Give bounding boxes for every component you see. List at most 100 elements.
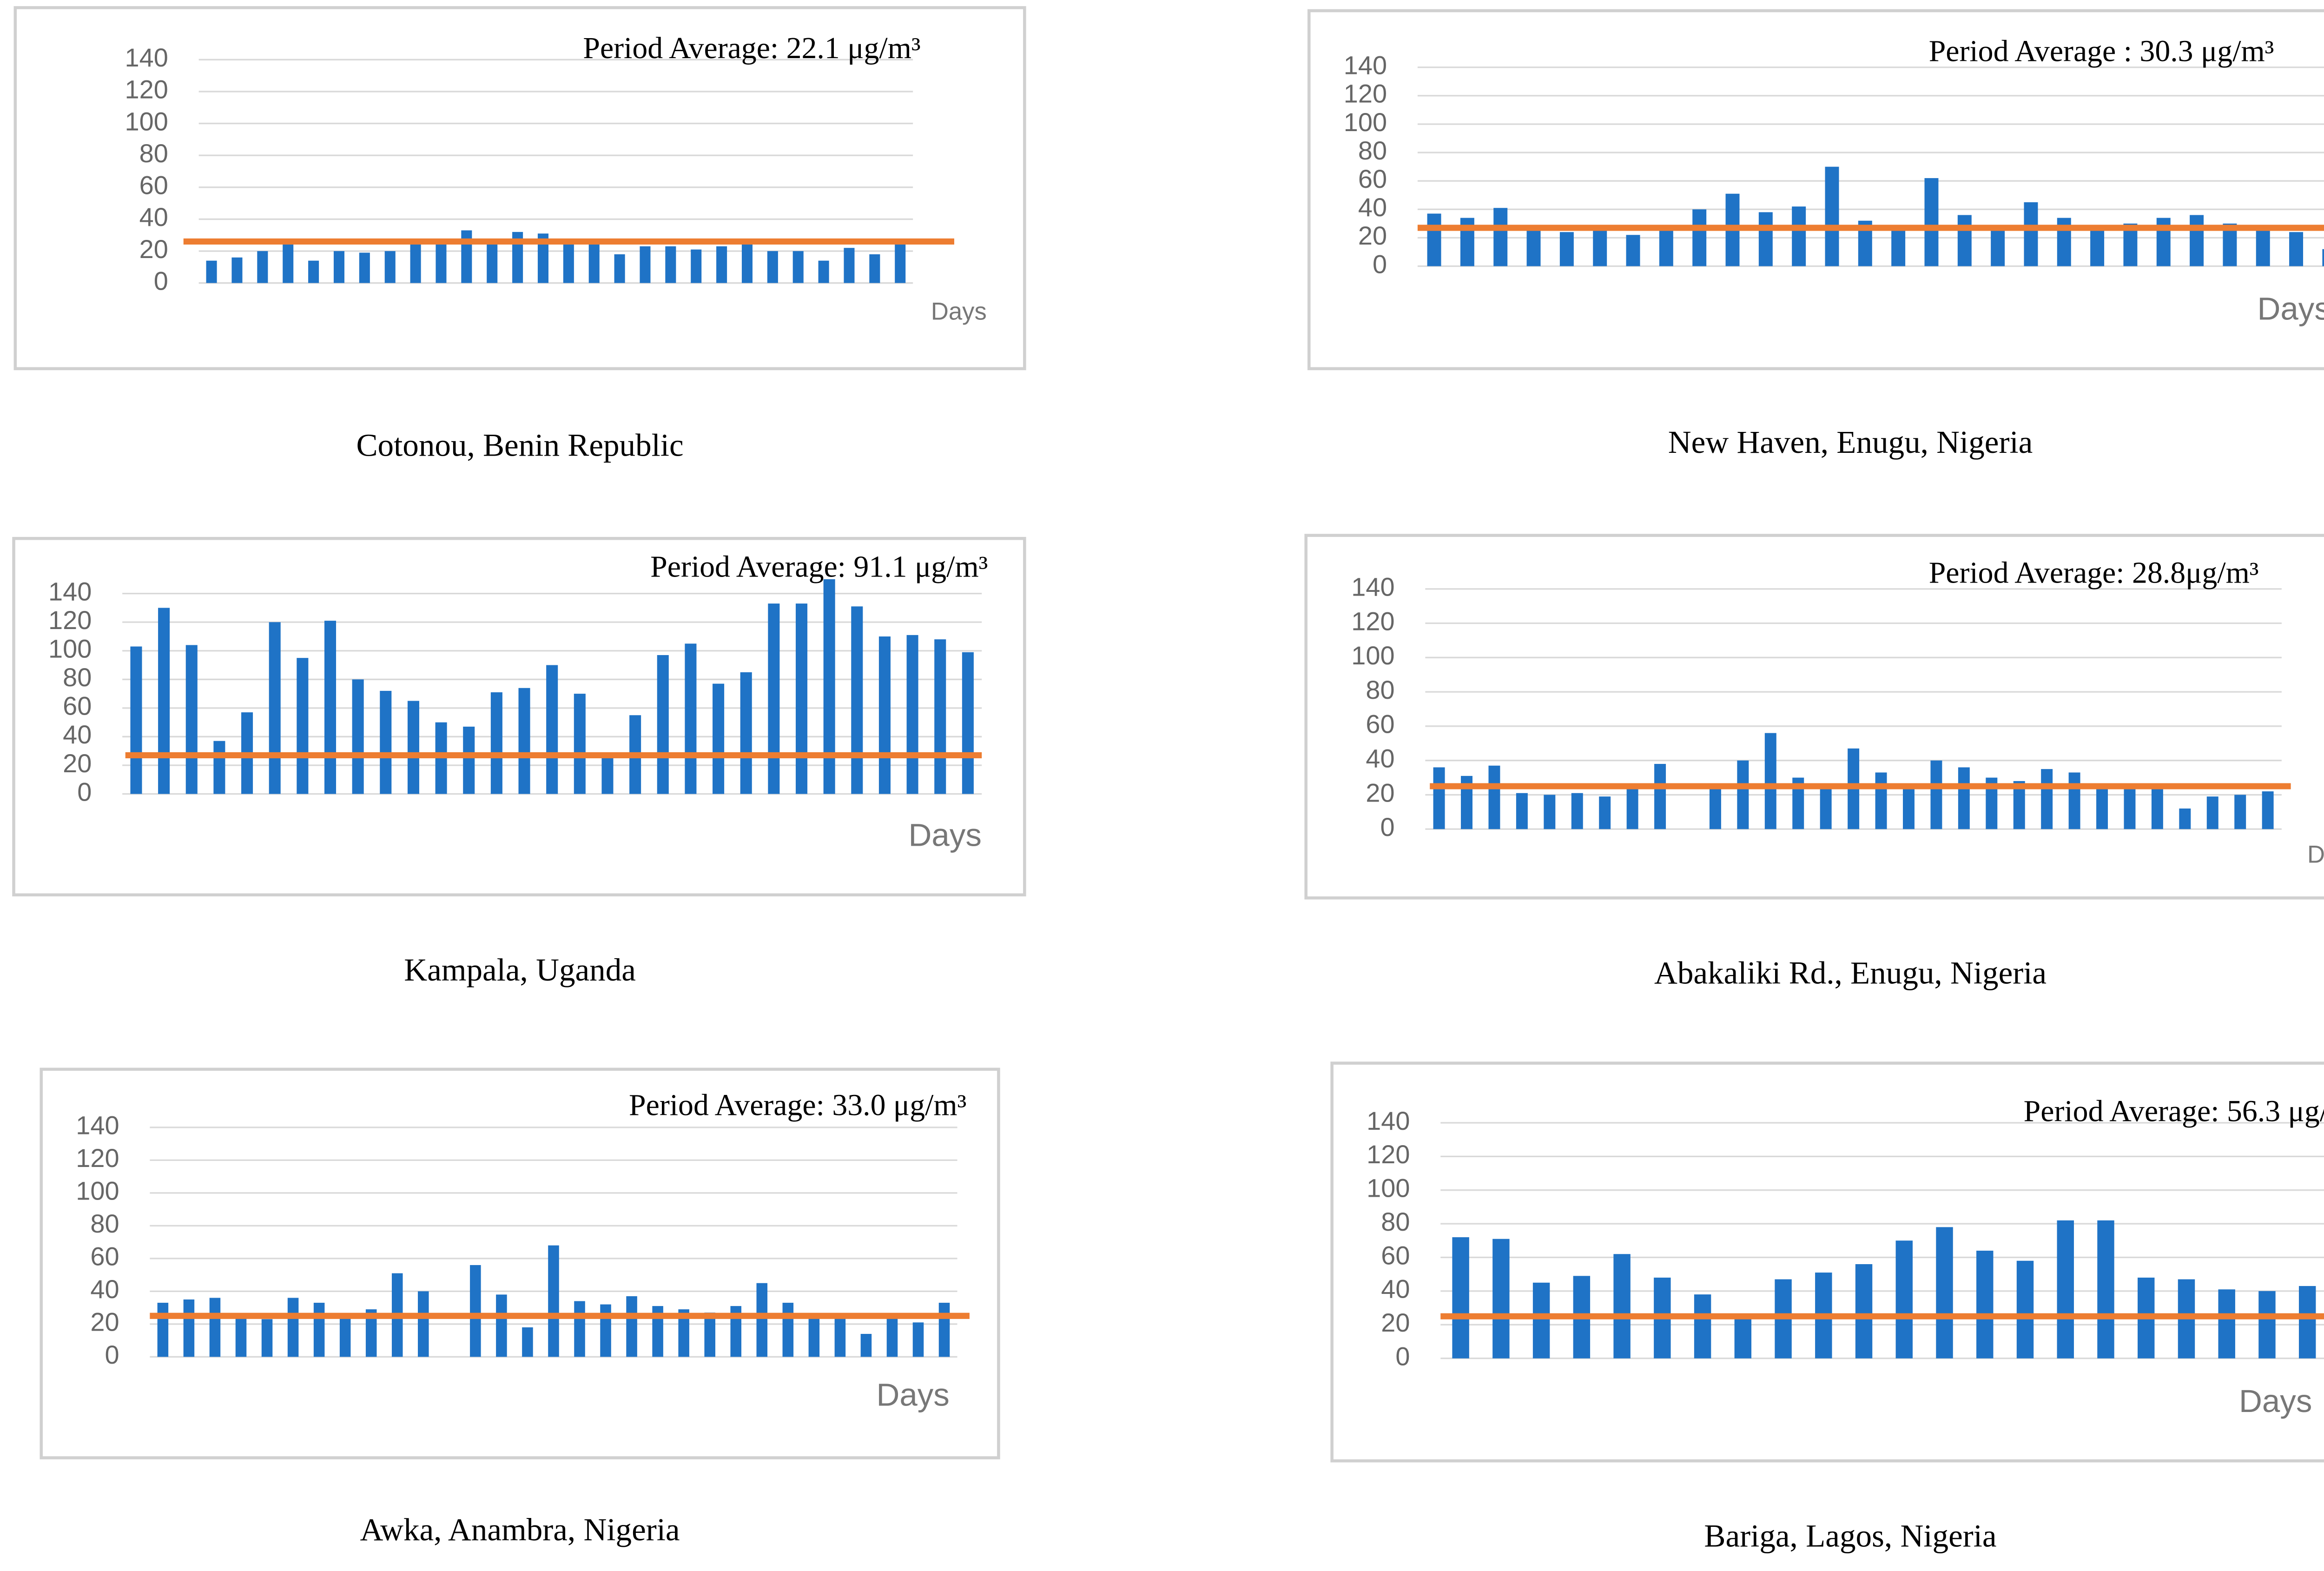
y-tick-label: 120 bbox=[48, 605, 92, 635]
bar bbox=[1692, 209, 1707, 266]
x-axis-label: Days bbox=[931, 298, 987, 325]
bar bbox=[1891, 227, 1906, 266]
bar bbox=[574, 1301, 585, 1357]
y-tick-label: 0 bbox=[1373, 249, 1387, 278]
bar bbox=[912, 1322, 924, 1357]
x-axis-label: Days bbox=[876, 1377, 949, 1413]
bar bbox=[713, 683, 725, 794]
bar bbox=[297, 658, 309, 794]
y-tick-label: 100 bbox=[1367, 1173, 1410, 1203]
chart-title: Period Average : 30.3 μg/m³ bbox=[1929, 34, 2274, 68]
bar bbox=[157, 1303, 169, 1357]
bar bbox=[834, 1317, 846, 1357]
bar bbox=[1593, 229, 1607, 266]
y-tick-label: 0 bbox=[154, 266, 168, 295]
bar bbox=[2190, 215, 2204, 266]
bar bbox=[487, 241, 498, 283]
y-tick-label: 20 bbox=[1381, 1308, 1410, 1337]
bar bbox=[410, 243, 421, 283]
bar bbox=[522, 1327, 533, 1357]
bar bbox=[563, 241, 574, 283]
bar bbox=[1599, 796, 1611, 829]
bar bbox=[1516, 793, 1528, 829]
bar bbox=[741, 243, 753, 283]
bar bbox=[2024, 202, 2038, 266]
y-tick-label: 40 bbox=[1358, 192, 1387, 222]
y-tick-label: 20 bbox=[139, 234, 168, 264]
bar bbox=[1957, 215, 1972, 266]
bar bbox=[895, 241, 906, 283]
panel-border bbox=[1330, 1061, 2324, 1463]
bar bbox=[1958, 767, 1970, 829]
bar bbox=[2057, 1220, 2074, 1359]
y-tick-label: 0 bbox=[1395, 1341, 1410, 1371]
bar bbox=[1855, 1264, 1873, 1359]
y-tick-label: 100 bbox=[1351, 641, 1394, 670]
y-tick-label: 20 bbox=[1358, 221, 1387, 250]
bar bbox=[213, 741, 225, 794]
bar bbox=[512, 232, 523, 283]
bar bbox=[1613, 1254, 1631, 1359]
bar bbox=[1764, 733, 1776, 829]
y-tick-label: 20 bbox=[1366, 778, 1394, 807]
bar bbox=[548, 1245, 559, 1357]
bar bbox=[490, 692, 502, 794]
y-tick-label: 60 bbox=[139, 171, 168, 200]
bar bbox=[768, 603, 780, 794]
bar bbox=[574, 694, 586, 794]
bar bbox=[365, 1309, 377, 1357]
bar bbox=[2322, 249, 2324, 266]
bar bbox=[2179, 808, 2191, 829]
chart-title: Period Average: 91.1 μg/m³ bbox=[650, 550, 988, 583]
y-tick-label: 140 bbox=[1344, 51, 1387, 80]
bar bbox=[691, 249, 702, 283]
bar bbox=[886, 1314, 898, 1357]
y-tick-label: 100 bbox=[1344, 107, 1387, 137]
bar bbox=[2218, 1289, 2235, 1359]
bar bbox=[463, 726, 475, 794]
bar bbox=[384, 251, 396, 283]
chart-panel: 0 20 40 60 80 100 120 140 Period Average: 56.3 μ… bbox=[1330, 1061, 2324, 1553]
bar bbox=[657, 655, 669, 794]
bar bbox=[1626, 788, 1638, 829]
y-tick-label: 0 bbox=[105, 1340, 119, 1369]
bar bbox=[1825, 166, 1839, 266]
y-tick-label: 140 bbox=[48, 577, 92, 606]
bar bbox=[183, 1299, 195, 1357]
bar bbox=[231, 257, 243, 283]
bar bbox=[704, 1312, 715, 1357]
bar bbox=[308, 260, 319, 283]
bar bbox=[782, 1303, 794, 1357]
panel-border bbox=[1304, 534, 2324, 900]
bar bbox=[461, 230, 472, 283]
bar bbox=[2124, 786, 2136, 829]
y-tick-label: 80 bbox=[1381, 1207, 1410, 1236]
x-axis-label: Days bbox=[909, 816, 982, 853]
bar bbox=[851, 606, 863, 794]
bar bbox=[2151, 788, 2163, 829]
bar bbox=[209, 1298, 221, 1357]
y-tick-label: 40 bbox=[1381, 1274, 1410, 1304]
bar bbox=[1488, 765, 1500, 829]
bar bbox=[1452, 1237, 1469, 1359]
bar bbox=[2258, 1291, 2276, 1359]
chart-title: Period Average: 28.8μg/m³ bbox=[1929, 556, 2259, 590]
chart-caption: Awka, Anambra, Nigeria bbox=[360, 1511, 680, 1547]
bar bbox=[1991, 225, 2005, 266]
bar bbox=[716, 246, 727, 283]
y-tick-label: 80 bbox=[1358, 136, 1387, 165]
y-tick-label: 140 bbox=[1351, 572, 1394, 601]
y-tick-label: 60 bbox=[1366, 709, 1394, 739]
bar bbox=[665, 246, 676, 283]
chart-title: Period Average: 22.1 μg/m³ bbox=[583, 31, 920, 65]
y-tick-label: 60 bbox=[63, 691, 92, 721]
bar bbox=[740, 672, 752, 794]
y-tick-label: 40 bbox=[139, 202, 168, 232]
bar bbox=[1559, 232, 1574, 266]
bar bbox=[130, 646, 142, 794]
bar bbox=[1544, 795, 1556, 829]
bar bbox=[2298, 1286, 2316, 1359]
